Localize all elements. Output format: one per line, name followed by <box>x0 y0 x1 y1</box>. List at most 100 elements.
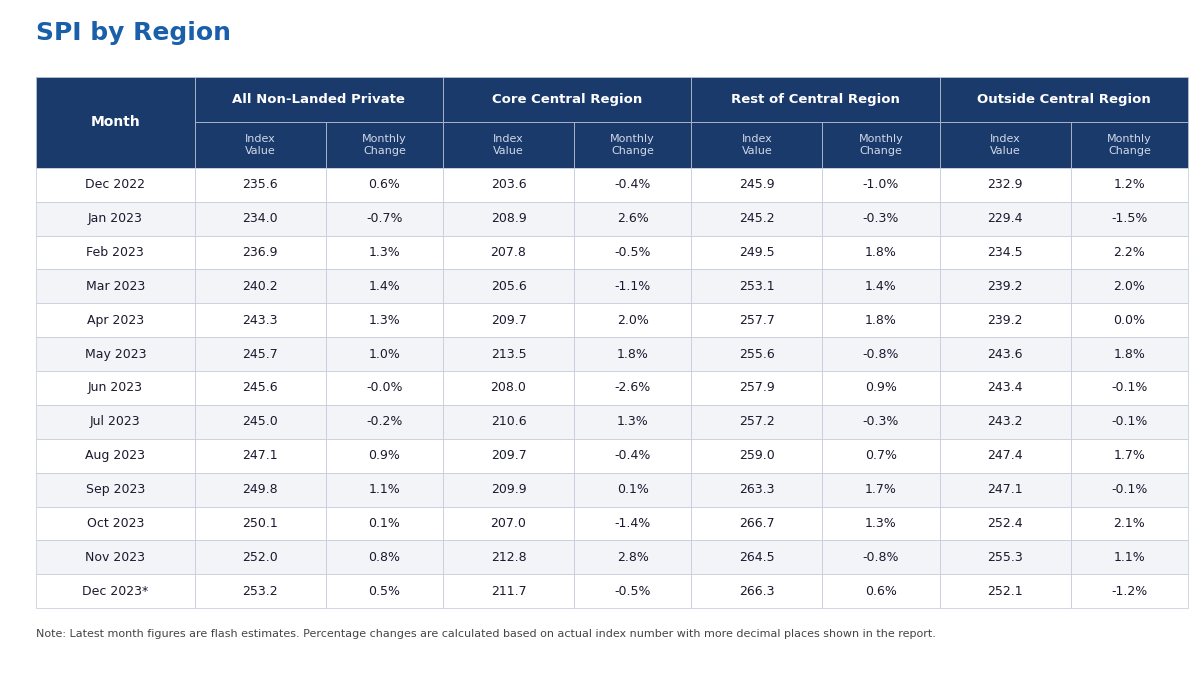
Text: 257.2: 257.2 <box>739 415 775 428</box>
Text: 0.5%: 0.5% <box>368 584 401 598</box>
Text: Outside Central Region: Outside Central Region <box>977 93 1151 106</box>
Text: 257.7: 257.7 <box>739 314 775 326</box>
Text: 240.2: 240.2 <box>242 280 278 293</box>
Text: Index
Value: Index Value <box>245 134 276 156</box>
Text: 2.0%: 2.0% <box>617 314 649 326</box>
Text: 1.1%: 1.1% <box>1114 551 1145 564</box>
Text: -0.3%: -0.3% <box>863 415 899 428</box>
Text: -0.5%: -0.5% <box>614 246 650 259</box>
Text: 1.8%: 1.8% <box>1114 347 1145 361</box>
Text: 1.3%: 1.3% <box>368 314 401 326</box>
Text: 1.3%: 1.3% <box>368 246 401 259</box>
Text: -0.3%: -0.3% <box>863 212 899 225</box>
Text: Feb 2023: Feb 2023 <box>86 246 144 259</box>
Text: 0.0%: 0.0% <box>1114 314 1145 326</box>
Text: 247.1: 247.1 <box>242 449 278 462</box>
Text: 2.1%: 2.1% <box>1114 517 1145 530</box>
Text: May 2023: May 2023 <box>84 347 146 361</box>
Text: 2.0%: 2.0% <box>1114 280 1145 293</box>
Text: Mar 2023: Mar 2023 <box>85 280 145 293</box>
Text: -1.5%: -1.5% <box>1111 212 1147 225</box>
Text: 207.8: 207.8 <box>491 246 527 259</box>
Text: 249.8: 249.8 <box>242 483 278 496</box>
Text: 0.6%: 0.6% <box>368 178 401 192</box>
Text: 1.7%: 1.7% <box>1114 449 1145 462</box>
Text: Index
Value: Index Value <box>990 134 1020 156</box>
Text: Nov 2023: Nov 2023 <box>85 551 145 564</box>
Text: Dec 2023*: Dec 2023* <box>83 584 149 598</box>
Text: Monthly
Change: Monthly Change <box>859 134 904 156</box>
Text: 1.7%: 1.7% <box>865 483 896 496</box>
Text: 259.0: 259.0 <box>739 449 775 462</box>
Text: -0.1%: -0.1% <box>1111 483 1147 496</box>
Text: 1.2%: 1.2% <box>1114 178 1145 192</box>
Text: Index
Value: Index Value <box>493 134 524 156</box>
Text: -0.0%: -0.0% <box>366 382 403 394</box>
Text: 1.8%: 1.8% <box>865 314 896 326</box>
Text: 257.9: 257.9 <box>739 382 775 394</box>
Text: 266.3: 266.3 <box>739 584 775 598</box>
Text: 236.9: 236.9 <box>242 246 278 259</box>
Text: 0.9%: 0.9% <box>865 382 896 394</box>
Text: -0.8%: -0.8% <box>863 347 899 361</box>
Text: Monthly
Change: Monthly Change <box>611 134 655 156</box>
Text: Apr 2023: Apr 2023 <box>86 314 144 326</box>
Text: 0.1%: 0.1% <box>368 517 401 530</box>
Text: 253.1: 253.1 <box>739 280 775 293</box>
Text: 213.5: 213.5 <box>491 347 527 361</box>
Text: 245.0: 245.0 <box>242 415 278 428</box>
Text: Rest of Central Region: Rest of Central Region <box>731 93 900 106</box>
Text: 234.0: 234.0 <box>242 212 278 225</box>
Text: -0.4%: -0.4% <box>614 449 650 462</box>
Text: Month: Month <box>90 115 140 129</box>
Text: 245.7: 245.7 <box>242 347 278 361</box>
Text: Monthly
Change: Monthly Change <box>362 134 407 156</box>
Text: -1.4%: -1.4% <box>614 517 650 530</box>
Text: 205.6: 205.6 <box>491 280 527 293</box>
Text: 1.8%: 1.8% <box>865 246 896 259</box>
Text: 252.4: 252.4 <box>988 517 1024 530</box>
Text: 2.2%: 2.2% <box>1114 246 1145 259</box>
Text: 0.1%: 0.1% <box>617 483 649 496</box>
Text: Oct 2023: Oct 2023 <box>86 517 144 530</box>
Text: Index
Value: Index Value <box>742 134 773 156</box>
Text: 235.6: 235.6 <box>242 178 278 192</box>
Text: All Non-Landed Private: All Non-Landed Private <box>233 93 406 106</box>
Text: -1.2%: -1.2% <box>1111 584 1147 598</box>
Text: Jul 2023: Jul 2023 <box>90 415 140 428</box>
Text: 253.2: 253.2 <box>242 584 278 598</box>
Text: 1.4%: 1.4% <box>368 280 401 293</box>
Text: -0.1%: -0.1% <box>1111 382 1147 394</box>
Text: 243.6: 243.6 <box>988 347 1022 361</box>
Text: 266.7: 266.7 <box>739 517 775 530</box>
Text: Aug 2023: Aug 2023 <box>85 449 145 462</box>
Text: 255.3: 255.3 <box>988 551 1024 564</box>
Text: 232.9: 232.9 <box>988 178 1022 192</box>
Text: Sep 2023: Sep 2023 <box>85 483 145 496</box>
Text: 245.2: 245.2 <box>739 212 775 225</box>
Text: 209.7: 209.7 <box>491 314 527 326</box>
Text: 247.4: 247.4 <box>988 449 1024 462</box>
Text: -0.4%: -0.4% <box>614 178 650 192</box>
Text: 263.3: 263.3 <box>739 483 775 496</box>
Text: 234.5: 234.5 <box>988 246 1024 259</box>
Text: 243.2: 243.2 <box>988 415 1022 428</box>
Text: 239.2: 239.2 <box>988 314 1022 326</box>
Text: 229.4: 229.4 <box>988 212 1022 225</box>
Text: 0.9%: 0.9% <box>368 449 401 462</box>
Text: 252.1: 252.1 <box>988 584 1024 598</box>
Text: 1.1%: 1.1% <box>368 483 401 496</box>
Text: Dec 2022: Dec 2022 <box>85 178 145 192</box>
Text: 247.1: 247.1 <box>988 483 1024 496</box>
Text: 210.6: 210.6 <box>491 415 527 428</box>
Text: 211.7: 211.7 <box>491 584 527 598</box>
Text: 243.3: 243.3 <box>242 314 278 326</box>
Text: 239.2: 239.2 <box>988 280 1022 293</box>
Text: 1.0%: 1.0% <box>368 347 401 361</box>
Text: 255.6: 255.6 <box>739 347 775 361</box>
Text: 250.1: 250.1 <box>242 517 278 530</box>
Text: Jan 2023: Jan 2023 <box>88 212 143 225</box>
Text: 209.9: 209.9 <box>491 483 527 496</box>
Text: -0.7%: -0.7% <box>366 212 403 225</box>
Text: 208.9: 208.9 <box>491 212 527 225</box>
